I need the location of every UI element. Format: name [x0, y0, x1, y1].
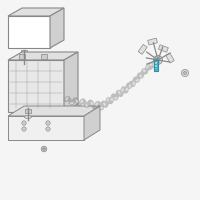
- Bar: [154, 60, 158, 71]
- Circle shape: [41, 146, 47, 152]
- Ellipse shape: [20, 58, 28, 62]
- Circle shape: [22, 127, 26, 131]
- Circle shape: [22, 121, 26, 125]
- Ellipse shape: [25, 116, 32, 118]
- Circle shape: [46, 121, 50, 125]
- Bar: [138, 44, 147, 54]
- Circle shape: [154, 56, 162, 64]
- Polygon shape: [8, 8, 64, 16]
- Bar: [166, 53, 174, 63]
- Bar: [155, 62, 157, 64]
- Bar: [21, 50, 27, 54]
- Circle shape: [183, 71, 187, 75]
- Circle shape: [43, 148, 45, 150]
- Circle shape: [181, 69, 189, 77]
- Bar: [155, 68, 157, 69]
- Polygon shape: [84, 106, 100, 140]
- Bar: [25, 109, 31, 113]
- Polygon shape: [8, 16, 50, 48]
- Bar: [41, 54, 47, 59]
- Bar: [158, 45, 168, 52]
- Polygon shape: [8, 116, 84, 140]
- Bar: [19, 54, 25, 59]
- Polygon shape: [8, 60, 64, 112]
- Polygon shape: [64, 52, 78, 112]
- Bar: [148, 38, 157, 45]
- Polygon shape: [8, 52, 78, 60]
- Bar: [155, 65, 157, 67]
- Polygon shape: [50, 8, 64, 48]
- Circle shape: [46, 127, 50, 131]
- Polygon shape: [8, 106, 100, 116]
